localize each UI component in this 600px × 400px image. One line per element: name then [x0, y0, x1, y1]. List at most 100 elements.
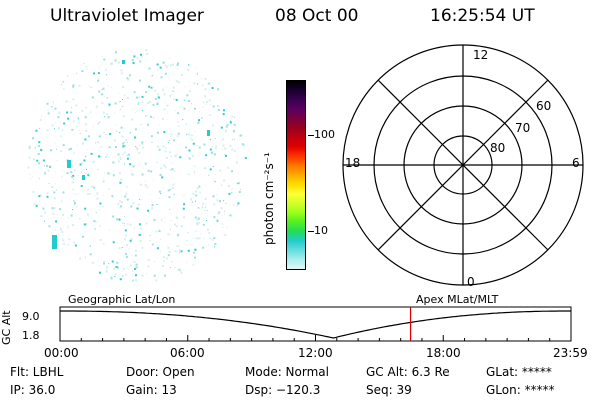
uv-speckle-pixel — [101, 89, 103, 90]
uv-speckle-pixel — [125, 243, 128, 246]
uv-speckle-pixel — [91, 261, 94, 264]
uv-speckle-pixel — [98, 155, 100, 158]
uv-speckle-pixel — [138, 234, 141, 236]
uv-speckle-pixel — [111, 62, 114, 65]
uv-speckle-pixel — [67, 226, 69, 228]
uv-speckle-pixel — [154, 98, 157, 101]
uv-speckle-pixel — [171, 93, 172, 95]
uv-speckle-pixel — [197, 222, 200, 224]
uv-speckle-pixel — [114, 273, 117, 276]
uv-speckle-pixel — [117, 266, 119, 269]
uv-speckle-pixel — [108, 172, 111, 175]
uv-speckle-pixel — [124, 195, 127, 198]
uv-speckle-pixel — [106, 153, 108, 155]
uv-speckle-pixel — [38, 127, 40, 129]
lat-label-60: 60 — [536, 99, 551, 113]
uv-speckle-pixel — [220, 126, 223, 129]
uv-speckle-pixel — [87, 193, 89, 195]
uv-speckle-pixel — [157, 145, 160, 148]
uv-speckle-pixel — [151, 200, 153, 202]
uv-speckle-pixel — [48, 225, 51, 228]
uv-speckle-pixel — [62, 213, 64, 216]
uv-speckle-pixel — [36, 159, 39, 162]
uv-speckle-pixel — [170, 156, 172, 158]
uv-speckle-pixel — [33, 203, 36, 206]
uv-speckle-pixel — [53, 191, 56, 194]
uv-speckle-pixel — [134, 136, 137, 139]
uv-emission-blob — [122, 60, 125, 64]
uv-speckle-pixel — [182, 207, 185, 210]
uv-speckle-pixel — [54, 183, 56, 185]
uv-speckle-pixel — [174, 223, 176, 226]
info-seq: Seq: 39 — [366, 383, 412, 397]
uv-speckle-pixel — [129, 239, 132, 242]
uv-speckle-pixel — [173, 193, 176, 196]
uv-speckle-pixel — [214, 147, 217, 150]
uv-speckle-pixel — [141, 109, 143, 111]
uv-speckle-pixel — [92, 125, 94, 127]
uv-speckle-pixel — [177, 62, 180, 65]
uv-speckle-pixel — [62, 144, 65, 147]
uv-speckle-pixel — [105, 134, 107, 135]
uv-speckle-pixel — [167, 189, 170, 192]
uv-speckle-pixel — [140, 53, 142, 56]
uv-speckle-pixel — [199, 233, 201, 235]
uv-speckle-pixel — [155, 230, 158, 233]
uv-speckle-pixel — [111, 195, 114, 198]
uv-speckle-pixel — [172, 73, 173, 75]
uv-speckle-pixel — [113, 169, 115, 171]
uv-speckle-pixel — [52, 213, 55, 216]
uv-speckle-pixel — [77, 251, 79, 253]
uv-speckle-pixel — [73, 152, 75, 154]
uv-speckle-pixel — [95, 105, 98, 108]
uv-speckle-pixel — [165, 65, 167, 67]
uv-speckle-pixel — [72, 84, 75, 87]
uv-speckle-pixel — [94, 195, 95, 197]
uv-speckle-pixel — [132, 279, 135, 282]
uv-speckle-pixel — [56, 145, 58, 147]
uv-speckle-pixel — [181, 255, 183, 257]
uv-speckle-pixel — [163, 260, 165, 262]
uv-speckle-pixel — [127, 141, 129, 143]
uv-speckle-pixel — [93, 101, 95, 103]
uv-speckle-pixel — [132, 195, 134, 197]
uv-speckle-pixel — [129, 223, 132, 226]
uv-speckle-pixel — [135, 274, 137, 277]
uv-speckle-pixel — [168, 77, 170, 79]
uv-speckle-pixel — [74, 202, 76, 205]
info-mode: Mode: Normal — [245, 365, 329, 379]
uv-speckle-pixel — [157, 96, 160, 99]
uv-speckle-pixel — [74, 169, 77, 172]
uv-speckle-pixel — [203, 101, 205, 103]
uv-speckle-pixel — [225, 202, 227, 204]
uv-speckle-pixel — [76, 72, 78, 74]
uv-speckle-pixel — [79, 133, 81, 135]
hour-label-0: 0 — [467, 275, 475, 289]
uv-speckle-pixel — [123, 144, 126, 147]
uv-speckle-pixel — [53, 207, 56, 210]
uv-speckle-pixel — [176, 64, 179, 67]
uv-speckle-pixel — [189, 137, 191, 139]
hour-label-18: 18 — [345, 156, 360, 170]
uv-speckle-pixel — [237, 183, 239, 185]
uv-speckle-pixel — [173, 170, 175, 172]
uv-speckle-pixel — [215, 145, 217, 147]
uv-speckle-pixel — [230, 120, 232, 122]
uv-speckle-pixel — [138, 266, 139, 268]
uv-speckle-pixel — [213, 93, 215, 95]
uv-speckle-pixel — [192, 192, 195, 195]
uv-speckle-pixel — [196, 83, 198, 85]
uv-speckle-pixel — [177, 69, 178, 71]
uv-speckle-pixel — [81, 171, 83, 173]
uv-speckle-pixel — [81, 162, 84, 165]
uv-speckle-pixel — [73, 74, 75, 76]
uv-speckle-pixel — [174, 154, 177, 157]
uv-speckle-pixel — [95, 142, 97, 144]
uv-speckle-pixel — [135, 255, 137, 257]
uv-speckle-pixel — [195, 261, 196, 263]
uv-speckle-pixel — [187, 232, 189, 234]
uv-speckle-pixel — [214, 138, 216, 139]
uv-speckle-pixel — [71, 176, 74, 179]
uv-speckle-pixel — [120, 205, 123, 208]
uv-speckle-pixel — [124, 162, 126, 164]
